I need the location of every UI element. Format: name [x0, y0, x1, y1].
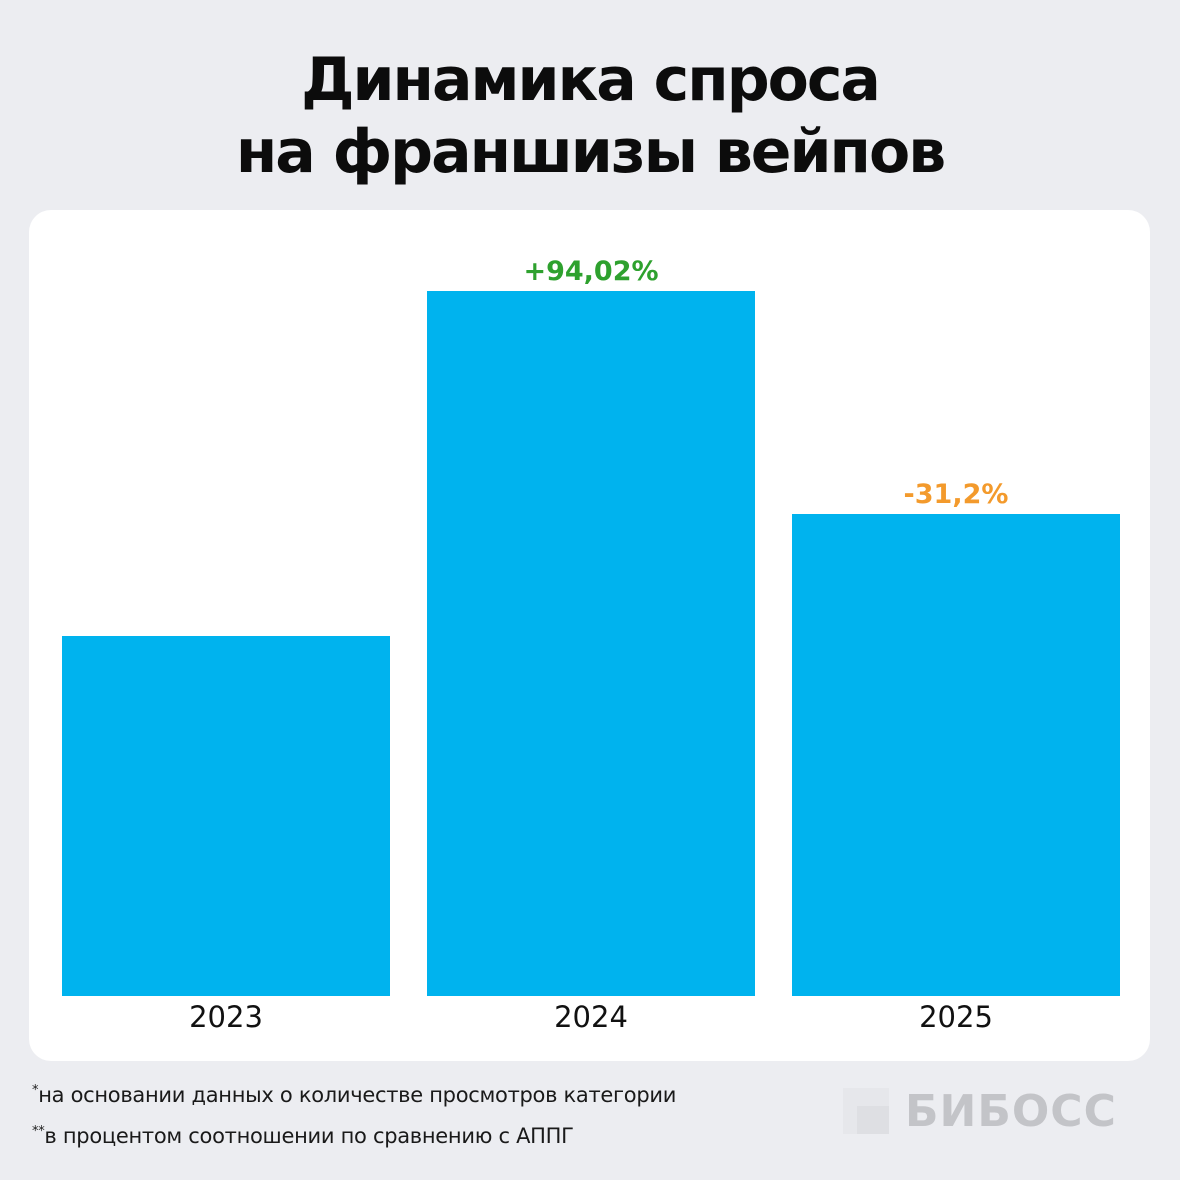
footnote-1-text: на основании данных о количестве просмот… [38, 1083, 677, 1107]
category-label-2025: 2025 [919, 1000, 993, 1034]
footnote-2-text: в процентом соотношении по сравнению с А… [44, 1124, 574, 1148]
brand-logo: БИБОСС [843, 1085, 1117, 1137]
bar-2023 [62, 636, 390, 996]
chart-title: Динамика спроса на франшизы вейпов [0, 44, 1180, 188]
bar-label-2025: -31,2% [903, 479, 1009, 510]
chart-title-line2: на франшизы вейпов [235, 117, 946, 187]
category-label-2024: 2024 [554, 1000, 628, 1034]
footnote-2: **в процентом соотношении по сравнению с… [32, 1124, 574, 1148]
logo-square-icon [843, 1088, 889, 1134]
footnote-1: *на основании данных о количестве просмо… [32, 1083, 676, 1107]
bar-2025 [792, 514, 1120, 996]
bar-2024 [427, 291, 755, 996]
chart-title-line1: Динамика спроса [301, 45, 881, 115]
footnote-1-mark: * [32, 1083, 39, 1098]
category-label-2023: 2023 [189, 1000, 263, 1034]
bar-label-2024: +94,02% [523, 256, 659, 287]
footnote-2-mark: ** [32, 1124, 45, 1139]
logo-text: БИБОСС [905, 1085, 1117, 1137]
